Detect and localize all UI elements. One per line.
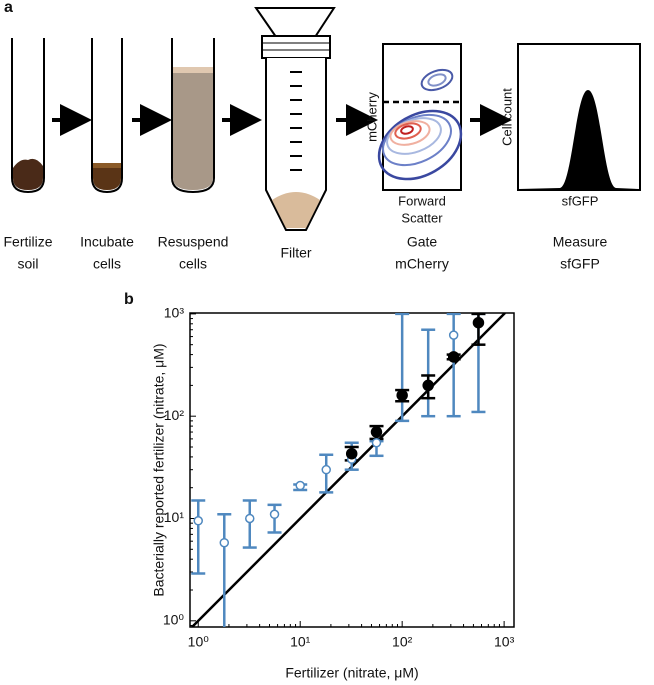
y-tick-label: 10³ <box>164 305 185 321</box>
point <box>447 351 460 363</box>
y-axis-label: Bacterially reported fertilizer (nitrate… <box>151 343 167 596</box>
tube <box>91 38 123 194</box>
x-tick-label: 10⁰ <box>188 634 210 650</box>
panel-letter: a <box>4 0 13 16</box>
axis-label: Forward <box>398 193 446 208</box>
point <box>295 480 305 491</box>
step-label: cells <box>179 256 207 272</box>
tube <box>171 38 215 194</box>
step-label: Gate <box>407 234 438 250</box>
point <box>321 464 331 475</box>
point <box>396 389 408 402</box>
step-label: Resuspend <box>158 234 229 250</box>
axis-label: Scatter <box>401 210 443 225</box>
step-label: Incubate <box>80 234 134 250</box>
x-axis-label: Fertilizer (nitrate, μM) <box>285 665 418 681</box>
axis-label: Cell count <box>499 88 514 146</box>
point <box>472 316 485 329</box>
point <box>371 438 382 448</box>
step-label: soil <box>17 256 38 272</box>
step-label: Measure <box>553 234 608 250</box>
x-tick-label: 10² <box>392 634 413 650</box>
histogram-icon <box>517 43 641 191</box>
step-label: Fertilize <box>3 234 52 250</box>
step-label: sfGFP <box>560 256 600 272</box>
y-tick-label: 10¹ <box>164 509 185 525</box>
panel-letter: b <box>124 291 134 308</box>
step-label: Filter <box>280 245 311 261</box>
tube <box>11 38 45 194</box>
step-label: mCherry <box>395 256 449 272</box>
point <box>448 330 459 340</box>
gate-plot <box>377 43 463 191</box>
y-tick-label: 10² <box>164 407 185 423</box>
step-label: cells <box>93 256 121 272</box>
point <box>219 537 230 548</box>
point <box>193 516 204 526</box>
x-tick-label: 10¹ <box>290 634 311 650</box>
x-tick-label: 10³ <box>494 634 515 650</box>
filter-tube <box>254 7 336 231</box>
point <box>345 447 358 460</box>
axis-label: mCherry <box>364 92 379 142</box>
point <box>370 426 383 438</box>
point <box>245 513 255 524</box>
point <box>269 509 280 520</box>
axis-label: sfGFP <box>562 193 599 208</box>
y-tick-label: 10⁰ <box>163 612 185 628</box>
plot-area <box>191 313 506 627</box>
point <box>422 379 434 392</box>
